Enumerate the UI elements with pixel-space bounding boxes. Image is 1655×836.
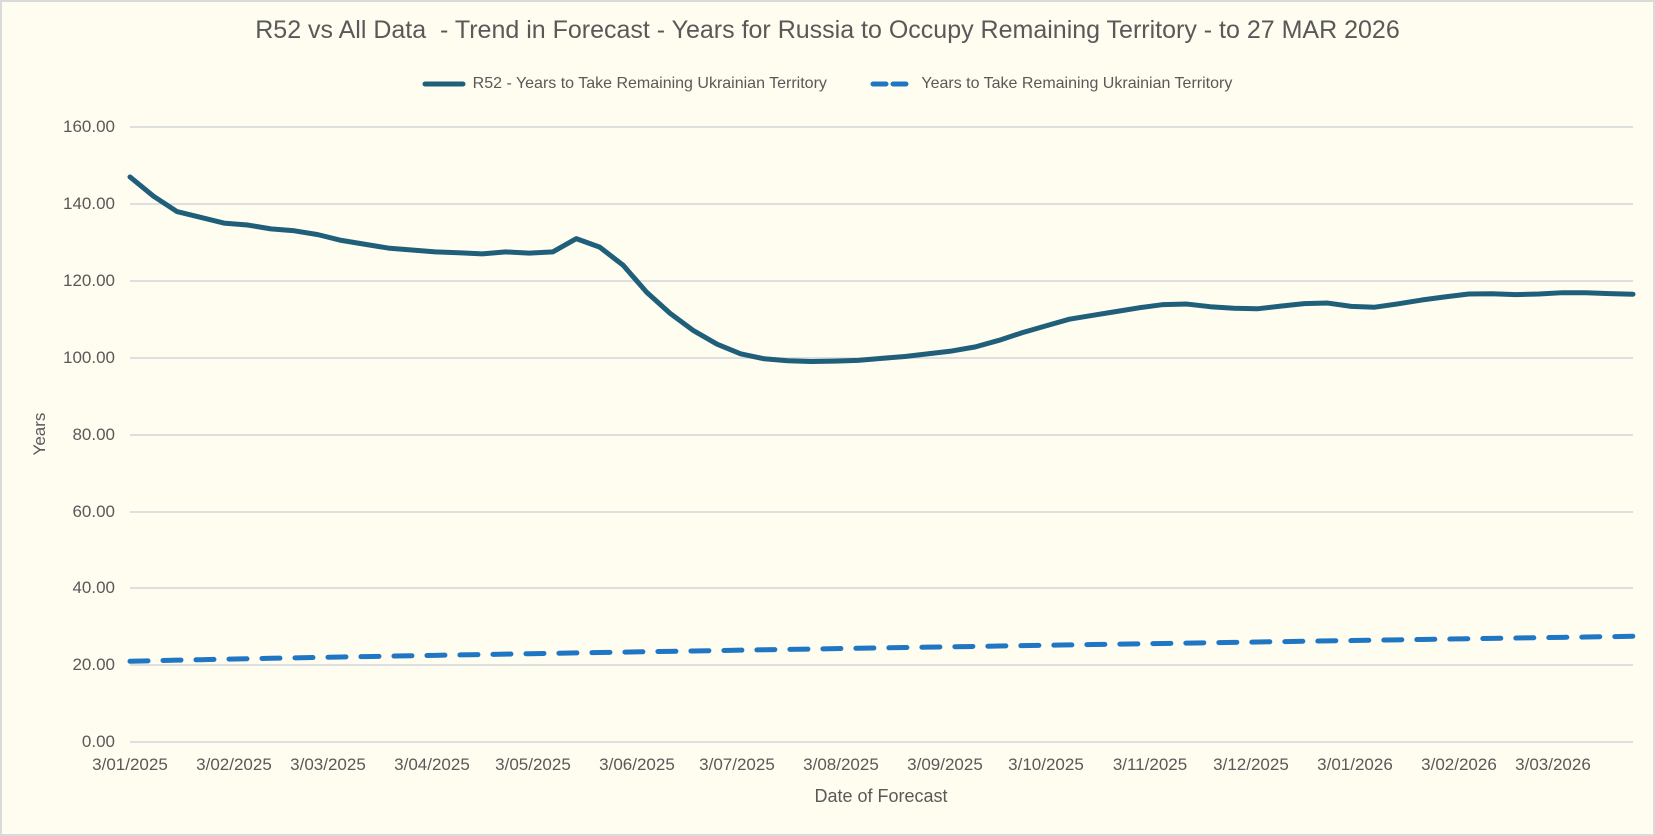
svg-text:3/01/2025: 3/01/2025: [92, 755, 168, 774]
svg-text:140.00: 140.00: [63, 194, 115, 213]
svg-text:3/04/2025: 3/04/2025: [394, 755, 470, 774]
svg-text:60.00: 60.00: [72, 502, 115, 521]
svg-text:3/08/2025: 3/08/2025: [803, 755, 879, 774]
svg-text:3/07/2025: 3/07/2025: [699, 755, 775, 774]
svg-text:3/01/2026: 3/01/2026: [1317, 755, 1393, 774]
svg-text:0.00: 0.00: [82, 732, 115, 751]
svg-text:40.00: 40.00: [72, 578, 115, 597]
svg-text:3/10/2025: 3/10/2025: [1008, 755, 1084, 774]
svg-text:3/05/2025: 3/05/2025: [495, 755, 571, 774]
svg-text:3/02/2025: 3/02/2025: [196, 755, 272, 774]
svg-text:3/03/2025: 3/03/2025: [290, 755, 366, 774]
svg-text:3/09/2025: 3/09/2025: [907, 755, 983, 774]
svg-text:120.00: 120.00: [63, 271, 115, 290]
svg-text:3/02/2026: 3/02/2026: [1421, 755, 1497, 774]
svg-text:3/12/2025: 3/12/2025: [1213, 755, 1289, 774]
svg-text:Years: Years: [30, 413, 49, 456]
svg-text:160.00: 160.00: [63, 117, 115, 136]
svg-text:Date of Forecast: Date of Forecast: [814, 786, 947, 806]
svg-text:3/03/2026: 3/03/2026: [1515, 755, 1591, 774]
svg-text:20.00: 20.00: [72, 655, 115, 674]
svg-text:3/11/2025: 3/11/2025: [1113, 755, 1187, 774]
svg-text:80.00: 80.00: [72, 425, 115, 444]
svg-text:100.00: 100.00: [63, 348, 115, 367]
svg-text:3/06/2025: 3/06/2025: [599, 755, 675, 774]
